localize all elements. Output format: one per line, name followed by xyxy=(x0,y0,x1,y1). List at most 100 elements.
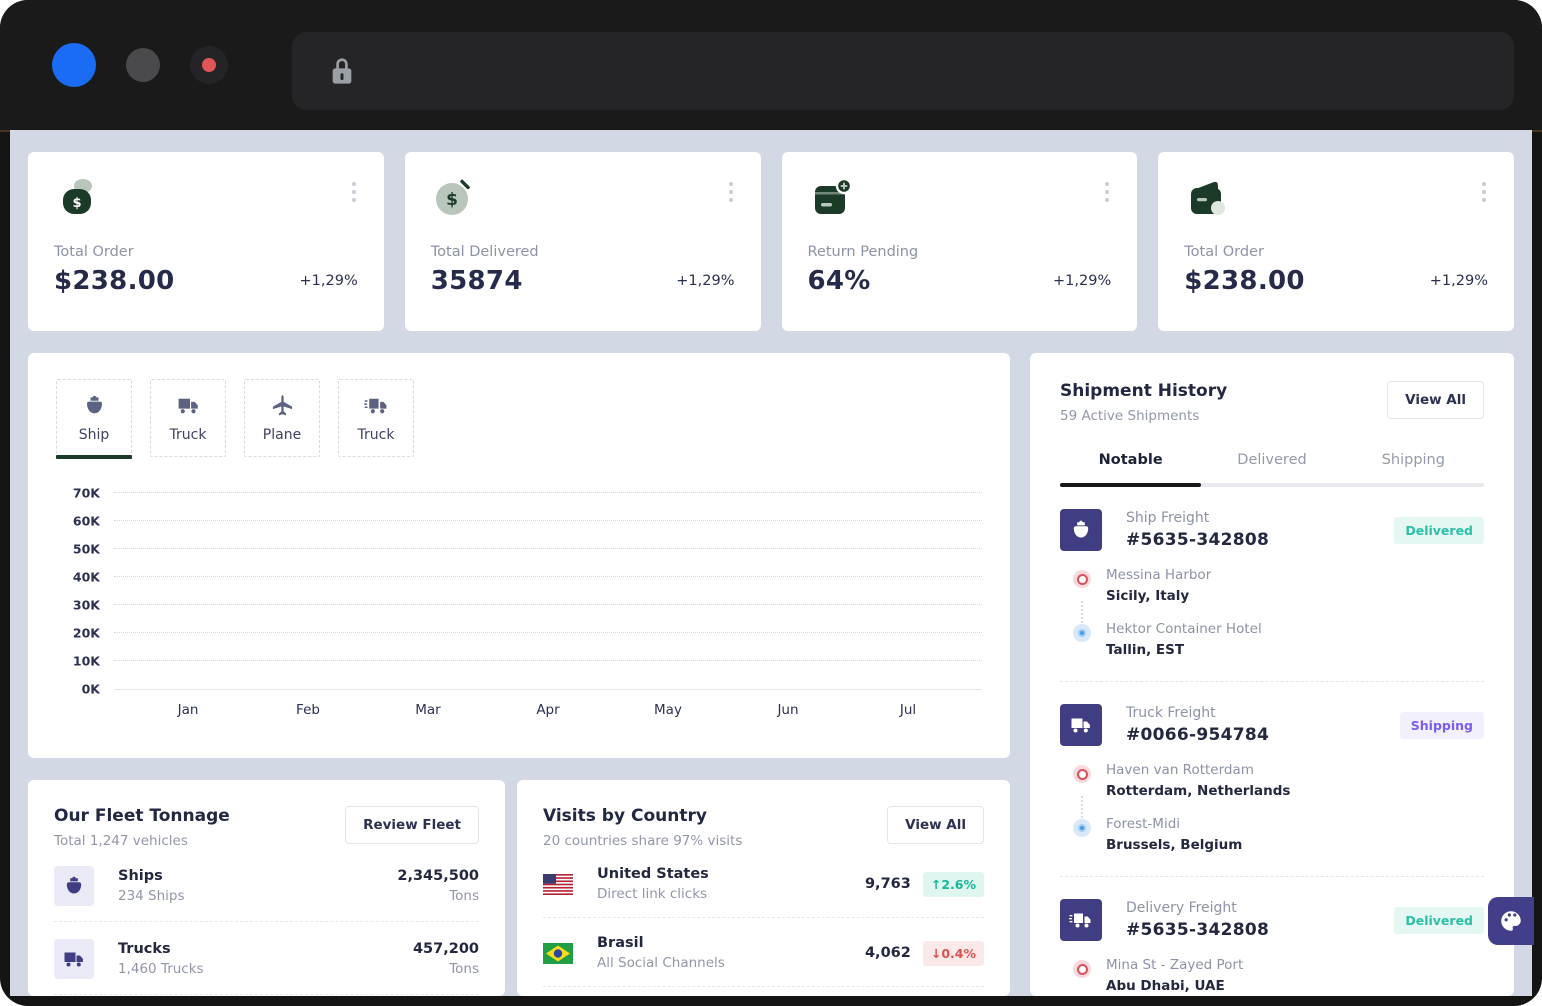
chart-y-tick-label: 50K xyxy=(72,541,100,557)
origin-pin-icon xyxy=(1073,960,1091,978)
tab-ship[interactable]: Ship xyxy=(56,379,132,459)
visits-title: Visits by Country xyxy=(543,806,707,826)
shipment-history-subtitle: 59 Active Shipments xyxy=(1060,408,1200,424)
fleet-count: 1,460 Trucks xyxy=(118,961,204,977)
stat-delta: +1,29% xyxy=(1053,273,1112,289)
tab-delivered[interactable]: Delivered xyxy=(1237,452,1307,468)
wallet-minus-icon xyxy=(1191,181,1226,215)
us-flag-icon xyxy=(543,873,573,895)
shipment-history-title: Shipment History xyxy=(1060,381,1228,401)
country-channel: Direct link clicks xyxy=(597,886,708,902)
freight-tabs: Ship Truck Plane Truck xyxy=(56,379,982,459)
country-name: United States xyxy=(597,866,709,882)
visits-by-country-card: Visits by Country 20 countries share 97%… xyxy=(517,780,1010,996)
shipment-id: #5635-342808 xyxy=(1126,920,1270,940)
trend-badge: ↓0.4% xyxy=(922,940,984,966)
fleet-tonnage-value: 457,200 xyxy=(412,941,479,957)
stat-label: Total Order xyxy=(54,244,134,260)
freight-bar-chart: 0K 10K 20K 30K 40K 50K 60K 70K Jan Feb Mar Apr May J… xyxy=(56,486,982,718)
visits-row-brasil: Brasil All Social Channels 4,062 ↓0.4% xyxy=(543,935,984,987)
more-menu-icon[interactable] xyxy=(1480,180,1488,204)
visits-row-united-states: United States Direct link clicks 9,763 ↑… xyxy=(543,866,984,918)
stat-value: $238.00 xyxy=(1184,266,1305,296)
stat-card-return-pending: Return Pending 64% +1,29% xyxy=(781,152,1138,331)
visits-view-all-button[interactable]: View All xyxy=(887,806,984,844)
chart-gridline xyxy=(114,492,982,493)
chart-x-tick-label: Jan xyxy=(177,702,199,718)
chart-gridline xyxy=(114,548,982,549)
ship-icon xyxy=(86,395,102,414)
stat-card-total-order: $ Total Order $238.00 +1,29% xyxy=(28,152,384,331)
shipment-id: #5635-342808 xyxy=(1126,530,1270,550)
chart-y-tick-label: 0K xyxy=(81,681,100,697)
more-menu-icon[interactable] xyxy=(1103,180,1111,204)
fleet-name: Ships xyxy=(118,868,163,884)
window-button-blue[interactable] xyxy=(52,43,96,87)
chart-y-tick-label: 10K xyxy=(72,653,100,669)
route-destination: Forest-Midi Brussels, Belgium xyxy=(1060,796,1484,854)
lock-icon xyxy=(332,58,352,84)
chart-x-tick-label: Mar xyxy=(415,702,441,718)
chart-gridline xyxy=(114,520,982,521)
record-button[interactable] xyxy=(190,46,228,84)
shipment-item[interactable]: Truck Freight #0066-954784 Shipping Have… xyxy=(1060,682,1484,877)
shipments-view-all-button[interactable]: View All xyxy=(1387,381,1484,419)
country-channel: All Social Channels xyxy=(597,955,725,971)
chart-plot: 0K 10K 20K 30K 40K 50K 60K 70K xyxy=(73,486,982,697)
delivery-truck-icon xyxy=(363,398,386,414)
chart-x-tick-label: Feb xyxy=(296,702,320,718)
chart-x-axis: Jan Feb Mar Apr May Jun Jul xyxy=(114,702,982,718)
shipment-item[interactable]: Delivery Freight #5635-342808 Delivered … xyxy=(1060,877,1484,995)
review-fleet-button[interactable]: Review Fleet xyxy=(345,806,479,844)
tab-shipping[interactable]: Shipping xyxy=(1381,452,1445,468)
chart-gridline xyxy=(114,576,982,577)
shipment-type: Ship Freight xyxy=(1126,510,1210,526)
record-dot-icon xyxy=(202,58,216,72)
chart-y-tick-label: 60K xyxy=(72,513,100,529)
route-destination: Hektor Container Hotel Tallin, EST xyxy=(1060,601,1484,659)
tab-notable[interactable]: Notable xyxy=(1098,452,1163,468)
shipment-type: Truck Freight xyxy=(1126,705,1216,721)
chart-x-tick-label: Jul xyxy=(899,702,917,718)
more-menu-icon[interactable] xyxy=(727,180,735,204)
tab-truck[interactable]: Truck xyxy=(150,379,226,457)
chart-bars xyxy=(114,493,982,689)
fleet-tonnage-value: 2,345,500 xyxy=(397,868,479,884)
fleet-row-ships: Ships 234 Ships 2,345,500 Tons xyxy=(54,866,479,922)
browser-chrome xyxy=(0,0,1542,132)
money-bag-icon: $ xyxy=(63,179,92,214)
tab-label: Truck xyxy=(357,427,395,443)
delivery-truck-icon xyxy=(1060,899,1102,941)
fleet-title: Our Fleet Tonnage xyxy=(54,806,230,826)
chart-x-tick-label: May xyxy=(654,702,682,718)
tab-truck-2[interactable]: Truck xyxy=(338,379,414,457)
shipment-route: Messina Harbor Sicily, Italy Hektor Cont… xyxy=(1060,567,1484,659)
tab-plane[interactable]: Plane xyxy=(244,379,320,457)
ship-icon xyxy=(54,866,94,906)
visits-subtitle: 20 countries share 97% visits xyxy=(543,833,743,849)
dollar-edit-icon: $ xyxy=(435,179,470,215)
stat-delta: +1,29% xyxy=(299,273,358,289)
shipment-tabs: Notable Delivered Shipping xyxy=(1060,452,1484,483)
svg-text:$: $ xyxy=(446,190,458,210)
svg-text:$: $ xyxy=(72,196,81,211)
chart-y-tick-label: 20K xyxy=(72,625,100,641)
shipment-id: #0066-954784 xyxy=(1126,725,1270,745)
visit-count: 4,062 xyxy=(864,945,911,961)
destination-pin-icon xyxy=(1073,624,1091,642)
window-button-gray[interactable] xyxy=(126,48,160,82)
chart-y-tick-label: 40K xyxy=(72,569,100,585)
shipment-item[interactable]: Ship Freight #5635-342808 Delivered Mess… xyxy=(1060,487,1484,682)
chart-gridline xyxy=(114,632,982,633)
stat-delta: +1,29% xyxy=(676,273,735,289)
shipment-tabs-track xyxy=(1060,483,1484,487)
stat-label: Total Order xyxy=(1184,244,1264,260)
address-bar[interactable] xyxy=(292,32,1514,110)
route-origin: Messina Harbor Sicily, Italy xyxy=(1060,567,1484,605)
status-badge: Shipping xyxy=(1399,711,1484,739)
theme-switcher-button[interactable] xyxy=(1488,897,1534,945)
more-menu-icon[interactable] xyxy=(350,180,358,204)
shipment-type: Delivery Freight xyxy=(1126,900,1237,916)
chart-y-tick-label: 70K xyxy=(72,485,100,501)
